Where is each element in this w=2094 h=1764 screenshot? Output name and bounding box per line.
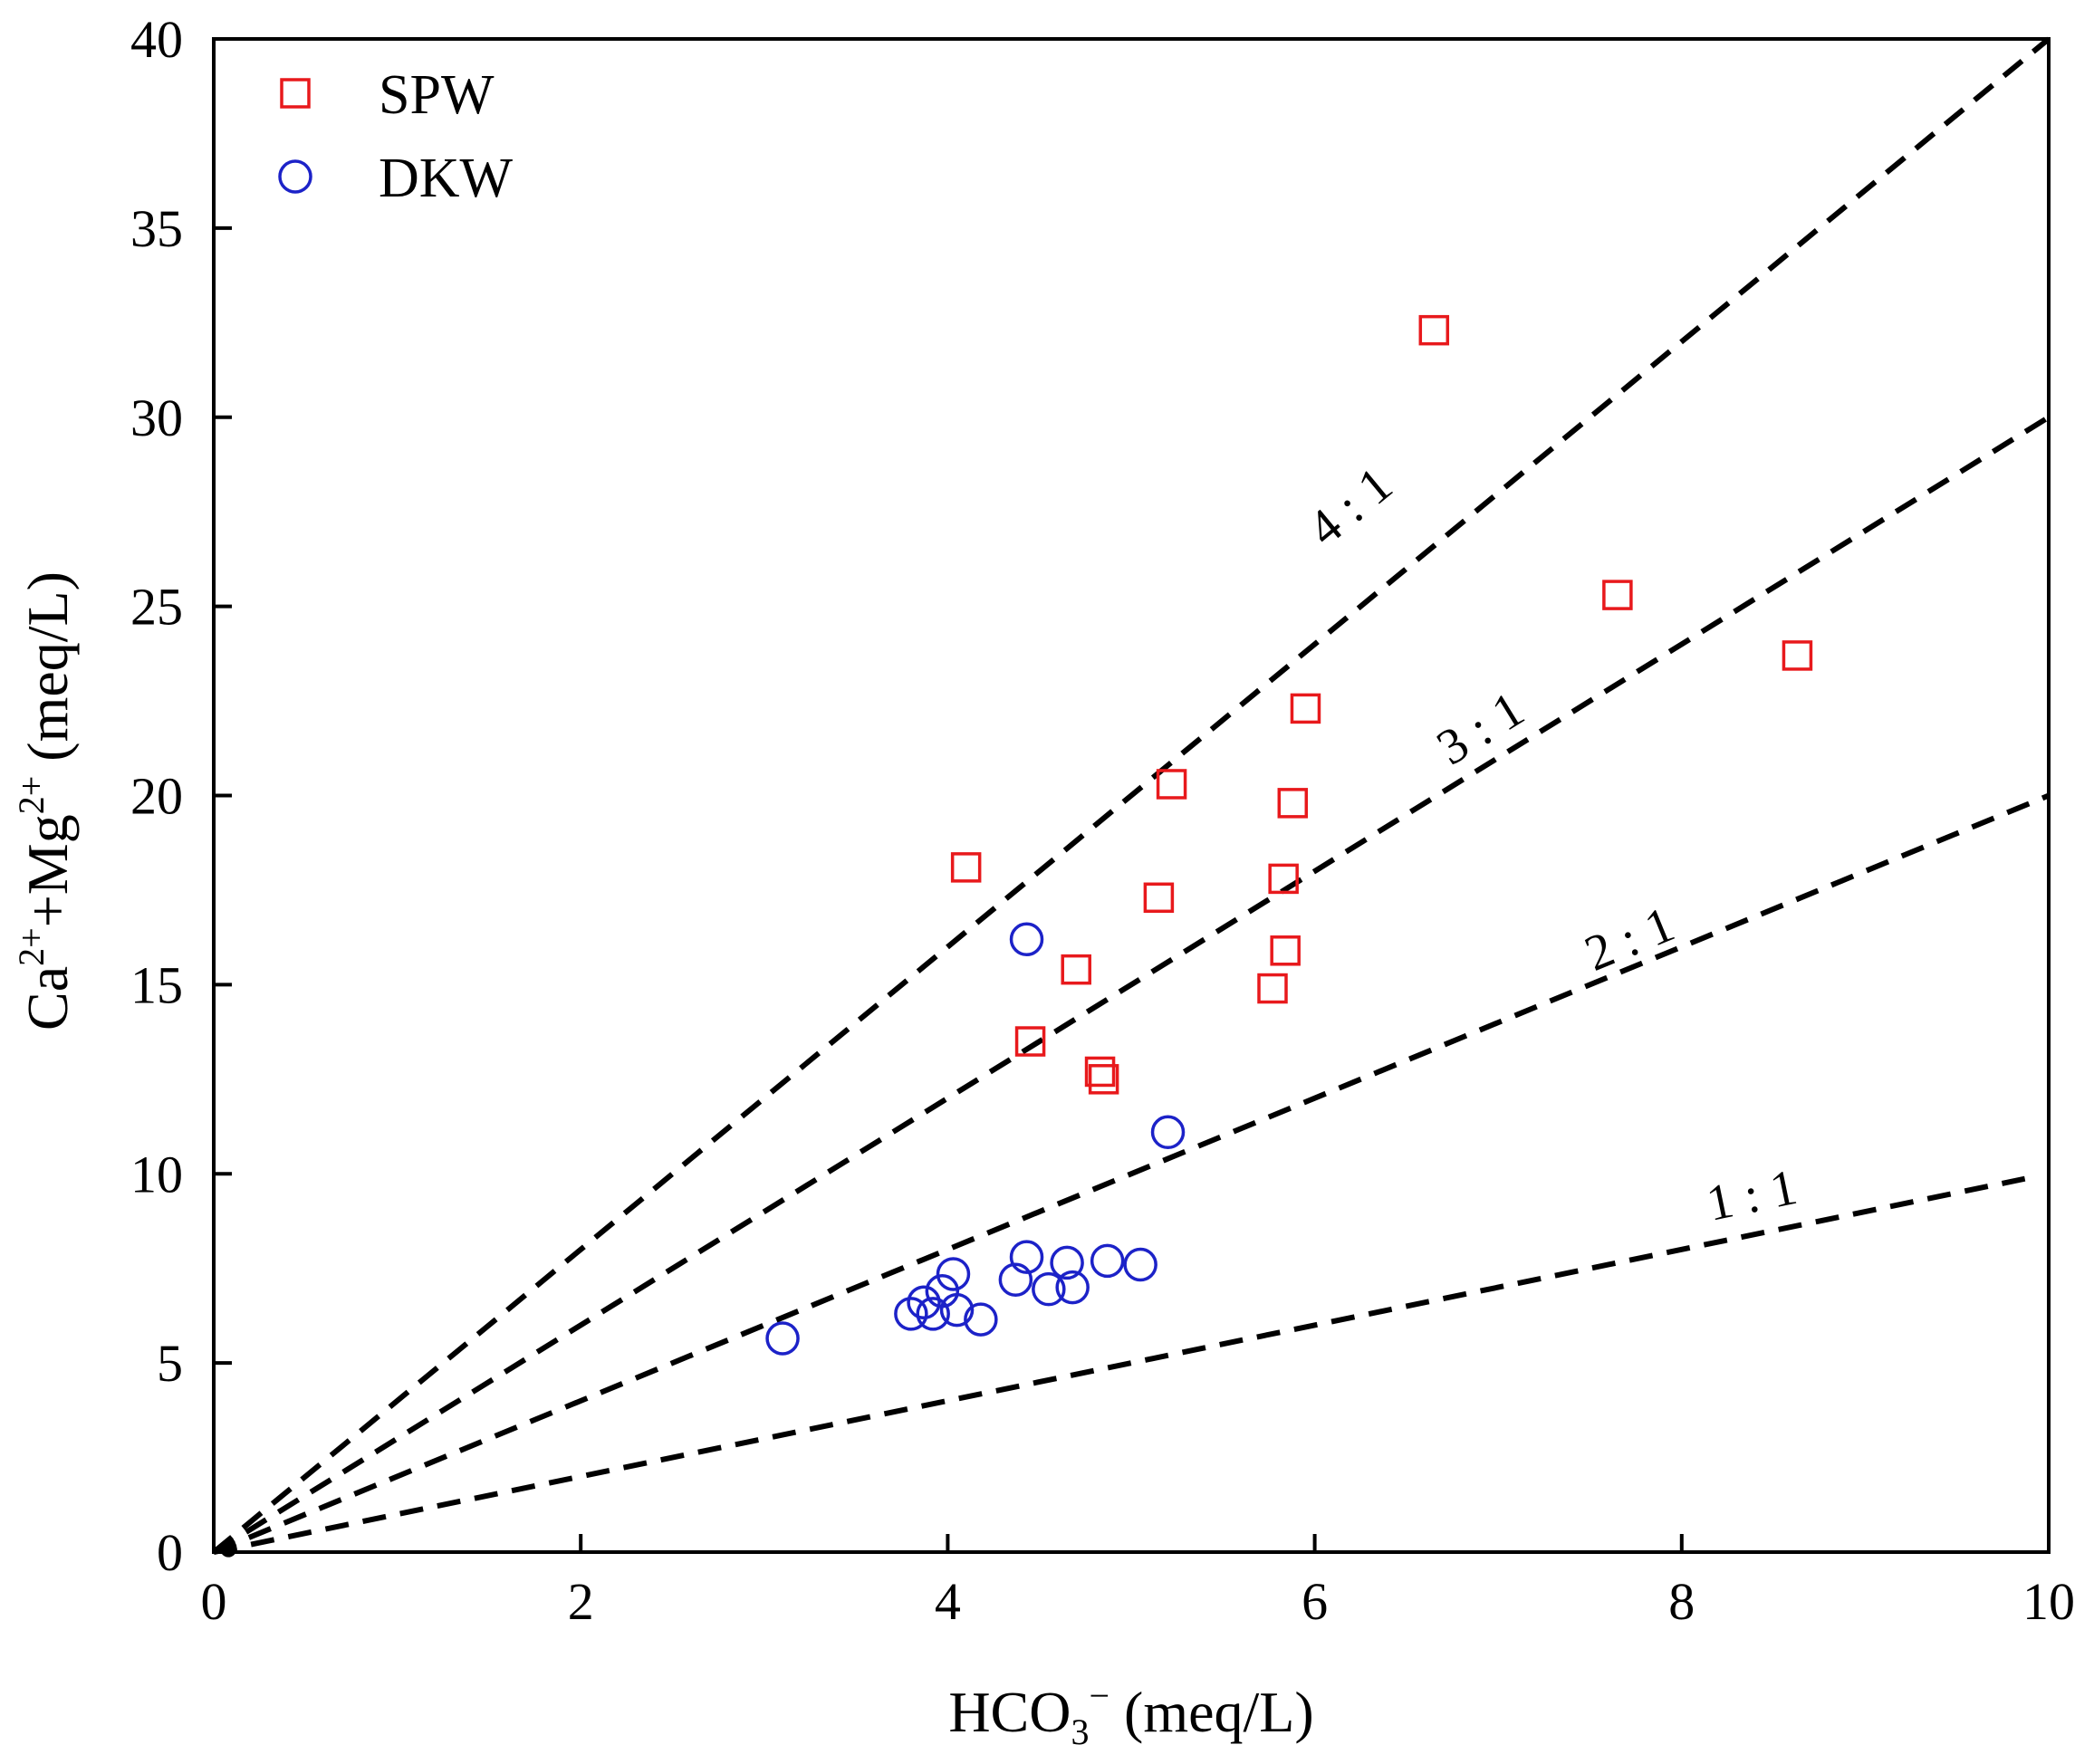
spw-point-0 bbox=[950, 852, 982, 883]
dkw-point-6 bbox=[939, 1292, 975, 1328]
spw-point-2 bbox=[1061, 954, 1091, 985]
y-tick-label-35: 35 bbox=[130, 199, 183, 258]
x-tick-label-0: 0 bbox=[201, 1572, 227, 1631]
dkw-point-16 bbox=[1150, 1115, 1186, 1150]
plot-frame bbox=[212, 37, 2051, 1554]
spw-point-8 bbox=[1268, 863, 1299, 895]
dkw-point-7 bbox=[964, 1302, 998, 1337]
dkw-point-2 bbox=[907, 1285, 941, 1320]
spw-point-3 bbox=[1084, 1056, 1116, 1088]
x-tick-label-6: 6 bbox=[1302, 1572, 1328, 1631]
ratio-line-3-to-1 bbox=[212, 415, 2051, 1555]
y-tick-label-15: 15 bbox=[130, 955, 183, 1014]
dkw-point-5 bbox=[936, 1257, 971, 1291]
ratio-label-2-to-1: 2 : 1 bbox=[1577, 896, 1682, 983]
legend-dkw-marker bbox=[278, 159, 312, 194]
dkw-point-8 bbox=[998, 1262, 1033, 1297]
y-tick-label-25: 25 bbox=[130, 578, 183, 637]
data-points bbox=[765, 314, 1813, 1356]
legend-spw-marker bbox=[280, 78, 311, 109]
ratio-line-4-to-1 bbox=[212, 36, 2051, 1555]
dkw-point-13 bbox=[1055, 1270, 1090, 1305]
y-axis-title: Ca2++Mg2+ (meq/L) bbox=[11, 571, 80, 1031]
dkw-point-15 bbox=[1123, 1247, 1157, 1282]
spw-point-14 bbox=[1782, 640, 1813, 671]
spw-point-6 bbox=[1156, 769, 1187, 800]
x-axis-title: HCO3− (meq/L) bbox=[948, 1675, 1313, 1752]
y-tick-label-5: 5 bbox=[157, 1334, 183, 1393]
y-axis-title-unit: (meq/L) bbox=[15, 571, 80, 776]
spw-point-5 bbox=[1143, 882, 1175, 914]
ratio-label-3-to-1: 3 : 1 bbox=[1427, 681, 1533, 776]
dkw-point-9 bbox=[1009, 1240, 1044, 1274]
axis-ticks: 0 2 4 6 8 10 0 5 10 15 20 25 30 35 40 bbox=[130, 10, 2075, 1631]
dkw-point-14 bbox=[1090, 1243, 1125, 1279]
spw-point-10 bbox=[1277, 788, 1309, 819]
ratio-label-4-to-1: 4 : 1 bbox=[1298, 456, 1403, 557]
x-axis-title-unit: (meq/L) bbox=[1109, 1680, 1314, 1744]
y-tick-label-0: 0 bbox=[157, 1523, 183, 1582]
x-axis-title-base: HCO bbox=[948, 1680, 1071, 1744]
legend-spw-label: SPW bbox=[379, 64, 495, 126]
y-tick-label-10: 10 bbox=[130, 1145, 183, 1203]
y-tick-label-20: 20 bbox=[130, 767, 183, 826]
x-axis-title-superscript: − bbox=[1089, 1675, 1109, 1716]
x-axis-title-subscript: 3 bbox=[1071, 1711, 1089, 1752]
spw-point-13 bbox=[1602, 580, 1633, 610]
y-axis-title-mg: +Mg bbox=[15, 814, 80, 927]
spw-point-9 bbox=[1270, 935, 1301, 966]
spw-point-1 bbox=[1014, 1026, 1046, 1057]
dkw-point-12 bbox=[1050, 1245, 1084, 1280]
dkw-point-0 bbox=[765, 1321, 800, 1356]
y-axis-title-sup1: 2+ bbox=[11, 927, 52, 966]
dkw-point-1 bbox=[894, 1297, 928, 1331]
y-tick-label-30: 30 bbox=[130, 388, 183, 447]
legend-dkw-label: DKW bbox=[379, 148, 514, 209]
spw-point-4 bbox=[1088, 1064, 1119, 1095]
spw-point-11 bbox=[1290, 693, 1321, 724]
ratio-label-1-to-1: 1 : 1 bbox=[1702, 1159, 1801, 1232]
y-axis-title-sup2: 2+ bbox=[11, 776, 52, 815]
x-tick-label-10: 10 bbox=[2022, 1572, 2075, 1631]
y-axis-title-ca: Ca bbox=[15, 966, 80, 1031]
legend: SPW DKW bbox=[278, 64, 514, 209]
y-tick-label-40: 40 bbox=[130, 10, 183, 69]
dkw-point-11 bbox=[1032, 1271, 1066, 1307]
ratio-reference-lines bbox=[212, 36, 2051, 1558]
x-tick-label-4: 4 bbox=[935, 1572, 961, 1631]
spw-point-12 bbox=[1418, 314, 1450, 346]
spw-point-7 bbox=[1257, 973, 1288, 1004]
ratio-line-2-to-1 bbox=[212, 792, 2051, 1555]
ratio-labels: 4 : 1 3 : 1 2 : 1 1 : 1 bbox=[1298, 456, 1802, 1232]
dkw-point-3 bbox=[916, 1297, 950, 1331]
dkw-point-10 bbox=[1009, 922, 1044, 956]
x-tick-label-8: 8 bbox=[1668, 1572, 1695, 1631]
origin-marker bbox=[220, 1540, 237, 1558]
ratio-line-1-to-1 bbox=[213, 1175, 2026, 1555]
x-tick-label-2: 2 bbox=[568, 1572, 594, 1631]
